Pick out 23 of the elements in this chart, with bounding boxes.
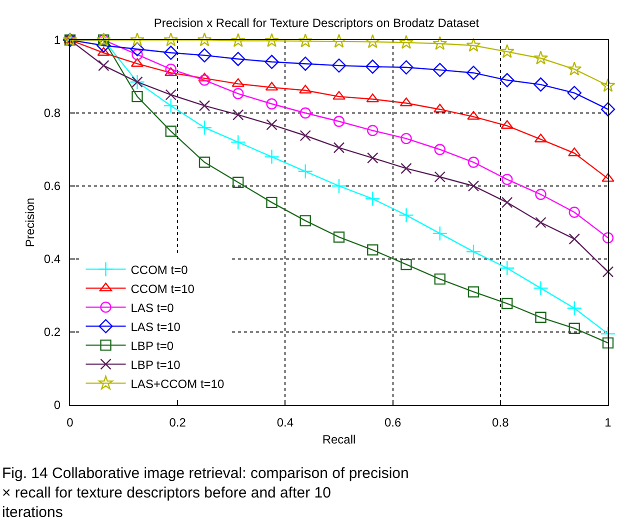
y-tick-label: 0.6 (44, 179, 61, 194)
legend-label: LAS+CCOM t=10 (130, 376, 224, 391)
y-axis-title: Precision (23, 198, 38, 248)
x-tick-label: 0 (66, 415, 74, 430)
chart-title: Precision x Recall for Texture Descriptors on Brodatz Dataset (154, 16, 480, 30)
x-tick-label: 0.8 (492, 415, 510, 430)
x-tick-label: 0.4 (276, 415, 294, 430)
y-tick-label: 0.2 (44, 325, 61, 340)
legend-label: CCOM t=10 (130, 282, 195, 296)
legend-label: LAS t=10 (130, 320, 181, 334)
y-tick-label: 0 (54, 398, 61, 412)
caption: Fig. 14 Collaborative image retrieval: comparison of precision × recall for texture descriptors before and after 10 iterations (2, 465, 409, 521)
y-tick-label: 0.8 (44, 106, 61, 120)
legend-label: LBP t=10 (130, 358, 181, 372)
x-tick-label: 0.2 (169, 415, 186, 430)
x-axis-title: Recall (322, 432, 356, 446)
x-tick-label: 1 (604, 415, 612, 430)
legend-label: LBP t=0 (130, 338, 174, 353)
y-tick-label: 0.4 (44, 252, 61, 266)
legend-label: LAS t=0 (130, 300, 174, 315)
y-tick-label: 1 (54, 33, 61, 48)
legend-label: CCOM t=0 (130, 262, 188, 277)
x-tick-label: 0.6 (384, 415, 402, 430)
